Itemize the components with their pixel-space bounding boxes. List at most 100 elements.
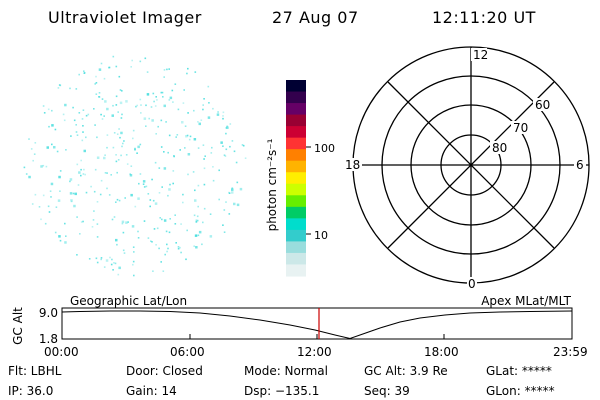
image-speckle: [112, 55, 115, 58]
image-speckle: [109, 256, 111, 259]
image-speckle: [203, 183, 206, 186]
image-speckle: [197, 205, 199, 208]
image-speckle: [177, 247, 180, 250]
image-speckle: [106, 172, 108, 174]
image-speckle: [58, 175, 61, 179]
image-speckle: [220, 141, 223, 144]
image-speckle: [195, 221, 198, 223]
colorbar-segment: [286, 137, 306, 150]
image-speckle: [119, 89, 122, 91]
image-speckle: [137, 230, 139, 233]
image-speckle: [56, 150, 59, 153]
image-speckle: [169, 96, 173, 100]
image-speckle: [23, 166, 26, 169]
image-speckle: [82, 109, 85, 111]
image-speckle: [152, 92, 155, 95]
time-label: 12:11:20 UT: [432, 8, 536, 27]
image-speckle: [142, 183, 145, 185]
image-speckle: [106, 134, 109, 136]
image-speckle: [229, 123, 232, 125]
image-speckle: [136, 104, 138, 107]
image-speckle: [70, 200, 73, 203]
image-speckle: [113, 262, 115, 264]
image-speckle: [104, 100, 107, 103]
image-speckle: [57, 87, 60, 89]
image-speckle: [118, 75, 121, 78]
image-speckle: [168, 68, 170, 70]
image-speckle: [115, 201, 117, 203]
image-speckle: [115, 104, 118, 106]
image-speckle: [148, 117, 150, 120]
image-speckle: [134, 147, 136, 150]
image-speckle: [140, 104, 142, 106]
image-speckle: [171, 89, 174, 92]
dsp-info: Dsp: −135.1: [244, 384, 320, 398]
image-speckle: [108, 194, 111, 196]
image-speckle: [223, 154, 226, 156]
image-speckle: [203, 167, 206, 170]
image-speckle: [95, 93, 98, 95]
colorbar-segment: [286, 91, 306, 104]
image-speckle: [112, 269, 114, 271]
image-speckle: [185, 258, 187, 261]
image-speckle: [46, 146, 49, 149]
image-speckle: [146, 93, 150, 96]
image-speckle: [231, 191, 234, 194]
image-speckle: [28, 138, 30, 140]
image-speckle: [76, 254, 78, 256]
image-speckle: [200, 119, 203, 121]
image-speckle: [181, 121, 184, 124]
colorbar-segment: [286, 206, 306, 219]
image-speckle: [197, 234, 200, 237]
image-speckle: [130, 165, 133, 167]
image-speckle: [202, 108, 204, 111]
image-speckle: [137, 197, 140, 200]
image-speckle: [145, 125, 147, 127]
image-speckle: [194, 71, 197, 73]
image-speckle: [78, 171, 81, 174]
filter-info: Flt: LBHL: [8, 364, 62, 378]
image-speckle: [231, 188, 234, 191]
gc-alt-info: GC Alt: 3.9 Re: [364, 364, 448, 378]
image-speckle: [186, 134, 189, 137]
image-speckle: [147, 237, 150, 239]
gain-info: Gain: 14: [126, 384, 177, 398]
image-speckle: [76, 163, 79, 166]
image-speckle: [31, 203, 34, 205]
image-speckle: [149, 199, 152, 201]
image-speckle: [82, 220, 84, 223]
image-speckle: [137, 145, 140, 149]
image-speckle: [96, 223, 99, 225]
image-speckle: [69, 87, 71, 90]
image-speckle: [135, 105, 137, 108]
colorbar-segment: [286, 172, 306, 185]
image-speckle: [144, 57, 147, 60]
image-speckle: [136, 152, 138, 154]
image-speckle: [119, 136, 121, 139]
lat-label-60: 60: [535, 98, 550, 112]
image-speckle: [133, 251, 135, 253]
image-speckle: [182, 102, 185, 104]
image-speckle: [69, 180, 71, 183]
image-speckle: [125, 100, 128, 103]
image-speckle: [44, 222, 47, 225]
polar-grid: [352, 46, 590, 284]
image-speckle: [195, 246, 198, 249]
image-speckle: [168, 134, 171, 137]
image-speckle: [132, 137, 134, 140]
image-speckle: [132, 246, 135, 248]
colorbar-segment: [286, 241, 306, 254]
image-speckle: [168, 231, 171, 234]
image-speckle: [165, 230, 168, 233]
image-speckle: [207, 85, 210, 88]
mlt-label-18: 18: [345, 158, 360, 172]
image-speckle: [186, 72, 188, 75]
image-speckle: [103, 115, 105, 117]
xtick-06-00: 06:00: [170, 345, 205, 359]
image-speckle: [129, 174, 133, 177]
image-speckle: [112, 104, 114, 107]
xtick-23-59: 23:59: [553, 345, 588, 359]
image-speckle: [160, 119, 163, 122]
image-speckle: [202, 104, 204, 106]
image-speckle: [73, 119, 76, 122]
